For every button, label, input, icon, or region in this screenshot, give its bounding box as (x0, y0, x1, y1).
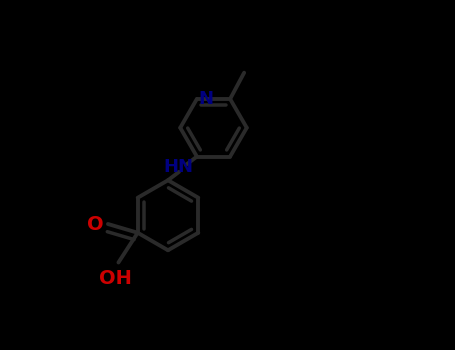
Text: OH: OH (99, 269, 132, 288)
Text: HN: HN (163, 158, 193, 176)
Text: N: N (199, 90, 214, 108)
Text: O: O (87, 215, 104, 233)
